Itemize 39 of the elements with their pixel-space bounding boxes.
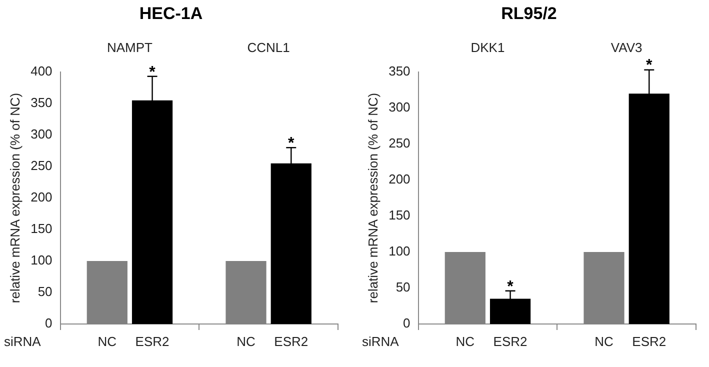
text: ESR2 [632, 334, 666, 350]
chart-title: RL95/2 [501, 4, 557, 23]
series-label: NC [98, 334, 117, 350]
x-tick-label: NAMPT [106, 40, 153, 55]
x-axis-title: siRNA [4, 334, 42, 350]
y-tick-label: 350 [388, 64, 410, 79]
y-tick-label: 150 [388, 208, 410, 223]
y-tick-label: 50 [38, 284, 52, 300]
data-label: * [646, 57, 654, 74]
x-tick-label: VAV3 [610, 40, 642, 55]
text: NC [594, 334, 614, 350]
y-tick-label: 200 [30, 190, 52, 205]
y-axis-title: relative mRNA expression (% of NC) [365, 92, 380, 304]
y-tick-label: 250 [388, 136, 410, 151]
data-label: * [149, 64, 156, 81]
chart-title: HEC-1A [139, 4, 203, 23]
text: NC [236, 334, 256, 350]
y-tick-label: 100 [388, 244, 410, 259]
x-axis-title: siRNA [362, 334, 400, 350]
series-label: ESR2 [493, 334, 528, 350]
y-tick-label: 300 [30, 126, 52, 142]
series-label: ESR2 [135, 334, 170, 350]
y-tick-label: 400 [30, 64, 52, 79]
x-tick-label: DKK1 [470, 40, 505, 55]
y-tick-label: 0 [45, 316, 52, 331]
y-tick-label: 300 [388, 100, 410, 115]
text: ESR2 [274, 334, 308, 350]
series-label: NC [456, 334, 475, 350]
y-tick-label: 250 [30, 158, 52, 174]
x-tick-label: CCNL1 [247, 40, 290, 55]
y-tick-label: 150 [30, 221, 52, 236]
y-tick-label: 0 [403, 316, 410, 331]
data-label: * [507, 278, 514, 296]
y-tick-label: 50 [396, 280, 410, 295]
y-tick-label: 100 [30, 252, 52, 268]
y-axis-title: relative mRNA expression (% of NC) [7, 92, 22, 304]
data-label: * [288, 135, 296, 152]
y-tick-label: 200 [388, 172, 410, 187]
y-tick-label: 350 [30, 95, 52, 110]
